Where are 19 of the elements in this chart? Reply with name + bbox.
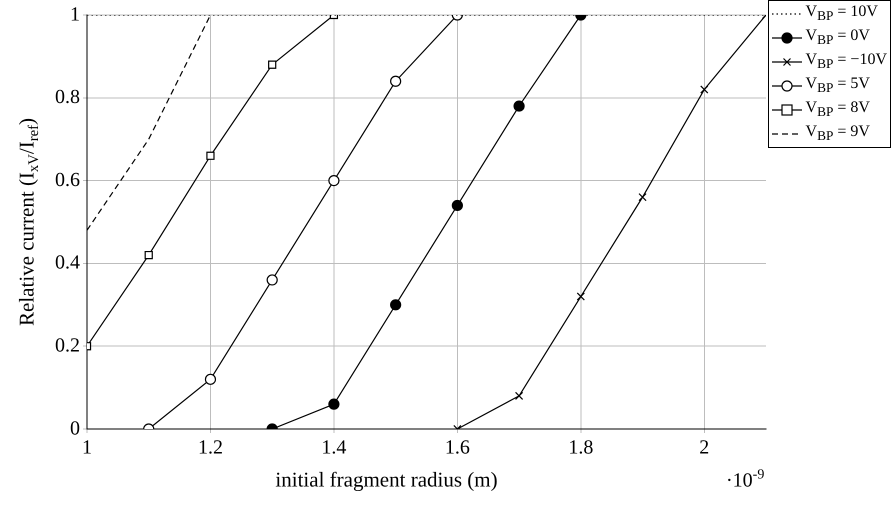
- y-tick-label: 0.6: [55, 168, 80, 191]
- legend-label: V$_{BP}$ = 0V: [806, 27, 870, 49]
- y-tick-label: 0: [70, 417, 80, 440]
- x-tick-label: 1.4: [321, 436, 346, 458]
- legend-label: V$_{BP}$ = 10V: [806, 3, 878, 25]
- y-tick-label: 0.2: [55, 334, 80, 356]
- legend-label: V$_{BP}$ = 8V: [806, 99, 870, 121]
- x-tick-label: 1.2: [198, 436, 223, 458]
- x-axis-title: initial fragment radius (m): [275, 468, 498, 492]
- y-tick-label: 0.4: [55, 252, 80, 274]
- x-tick-label: 2: [699, 436, 710, 458]
- x-tick-label: 1.8: [568, 436, 594, 458]
- legend-label: V$_{BP}$ = 5V: [806, 75, 870, 97]
- legend-label: V$_{BP}$ = −10V: [806, 51, 887, 73]
- y-axis-title: Relative current (IxV/Iref): [14, 118, 42, 326]
- x-tick-label: 1.6: [444, 436, 470, 458]
- legend-label: V$_{BP}$ = 9V: [806, 123, 870, 145]
- y-tick-label: 1: [70, 3, 80, 26]
- y-tick-label: 0.8: [55, 86, 80, 108]
